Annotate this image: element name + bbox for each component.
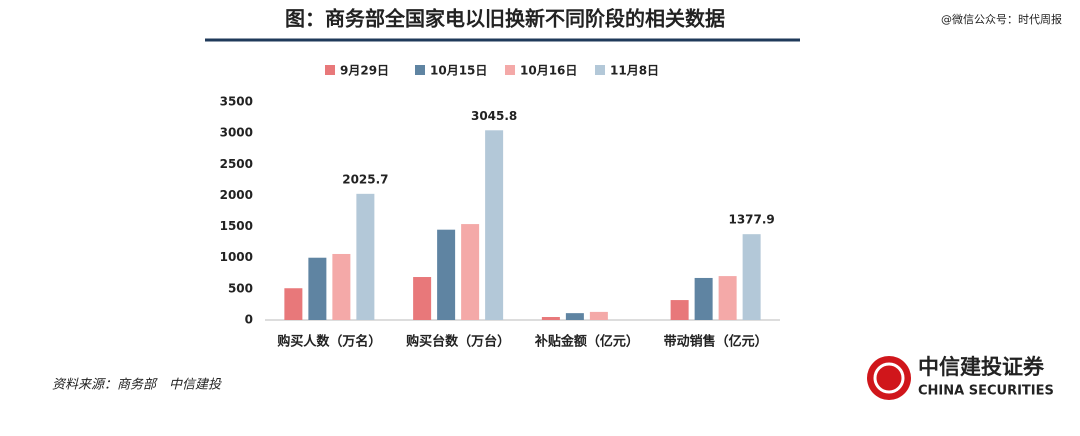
bar [694, 277, 713, 320]
bar [541, 317, 560, 320]
y-tick-label: 1500 [220, 219, 253, 233]
legend-label: 11月8日 [610, 64, 659, 78]
bar [356, 193, 375, 320]
x-tick-label: 购买人数（万名） [277, 334, 381, 350]
bar [308, 257, 327, 320]
y-tick-label: 2500 [220, 157, 253, 171]
bar [284, 288, 303, 320]
legend-swatch [505, 65, 515, 75]
data-label: 1377.9 [728, 213, 774, 227]
logo-circle [867, 356, 911, 400]
watermark: @微信公众号：时代周报 [941, 12, 1062, 26]
bar [461, 224, 480, 320]
y-tick-label: 0 [245, 313, 253, 327]
bar [565, 313, 584, 320]
legend-label: 10月16日 [520, 64, 577, 78]
bar [670, 300, 689, 320]
legend-swatch [595, 65, 605, 75]
data-label: 2025.7 [342, 172, 388, 186]
y-tick-label: 1000 [220, 250, 253, 264]
logo-english: CHINA SECURITIES [918, 384, 1054, 399]
legend-label: 10月15日 [430, 64, 487, 78]
logo-name: 中信建投证券 [918, 355, 1045, 379]
y-tick-label: 500 [228, 281, 253, 295]
logo-ring [873, 362, 905, 394]
legend-label: 9月29日 [340, 64, 389, 78]
x-tick-label: 购买台数（万台） [406, 334, 510, 350]
bar [485, 130, 504, 320]
x-tick-label: 带动销售（亿元） [664, 334, 768, 350]
bar [718, 276, 737, 320]
bar [437, 229, 456, 320]
bar [589, 311, 608, 320]
y-tick-label: 3500 [220, 95, 253, 109]
y-tick-label: 3000 [220, 126, 253, 140]
bar [742, 234, 761, 320]
source: 资料来源：商务部 中信建投 [52, 378, 222, 393]
x-tick-label: 补贴金额（亿元） [534, 334, 639, 350]
legend-swatch [325, 65, 335, 75]
legend-swatch [415, 65, 425, 75]
bar [413, 277, 432, 320]
data-label: 3045.8 [471, 109, 517, 123]
chart-title: 图：商务部全国家电以旧换新不同阶段的相关数据 [285, 7, 725, 31]
bar [332, 253, 351, 320]
logo: 中信建投证券 CHINA SECURITIES [867, 355, 1054, 400]
y-tick-label: 2000 [220, 188, 253, 202]
